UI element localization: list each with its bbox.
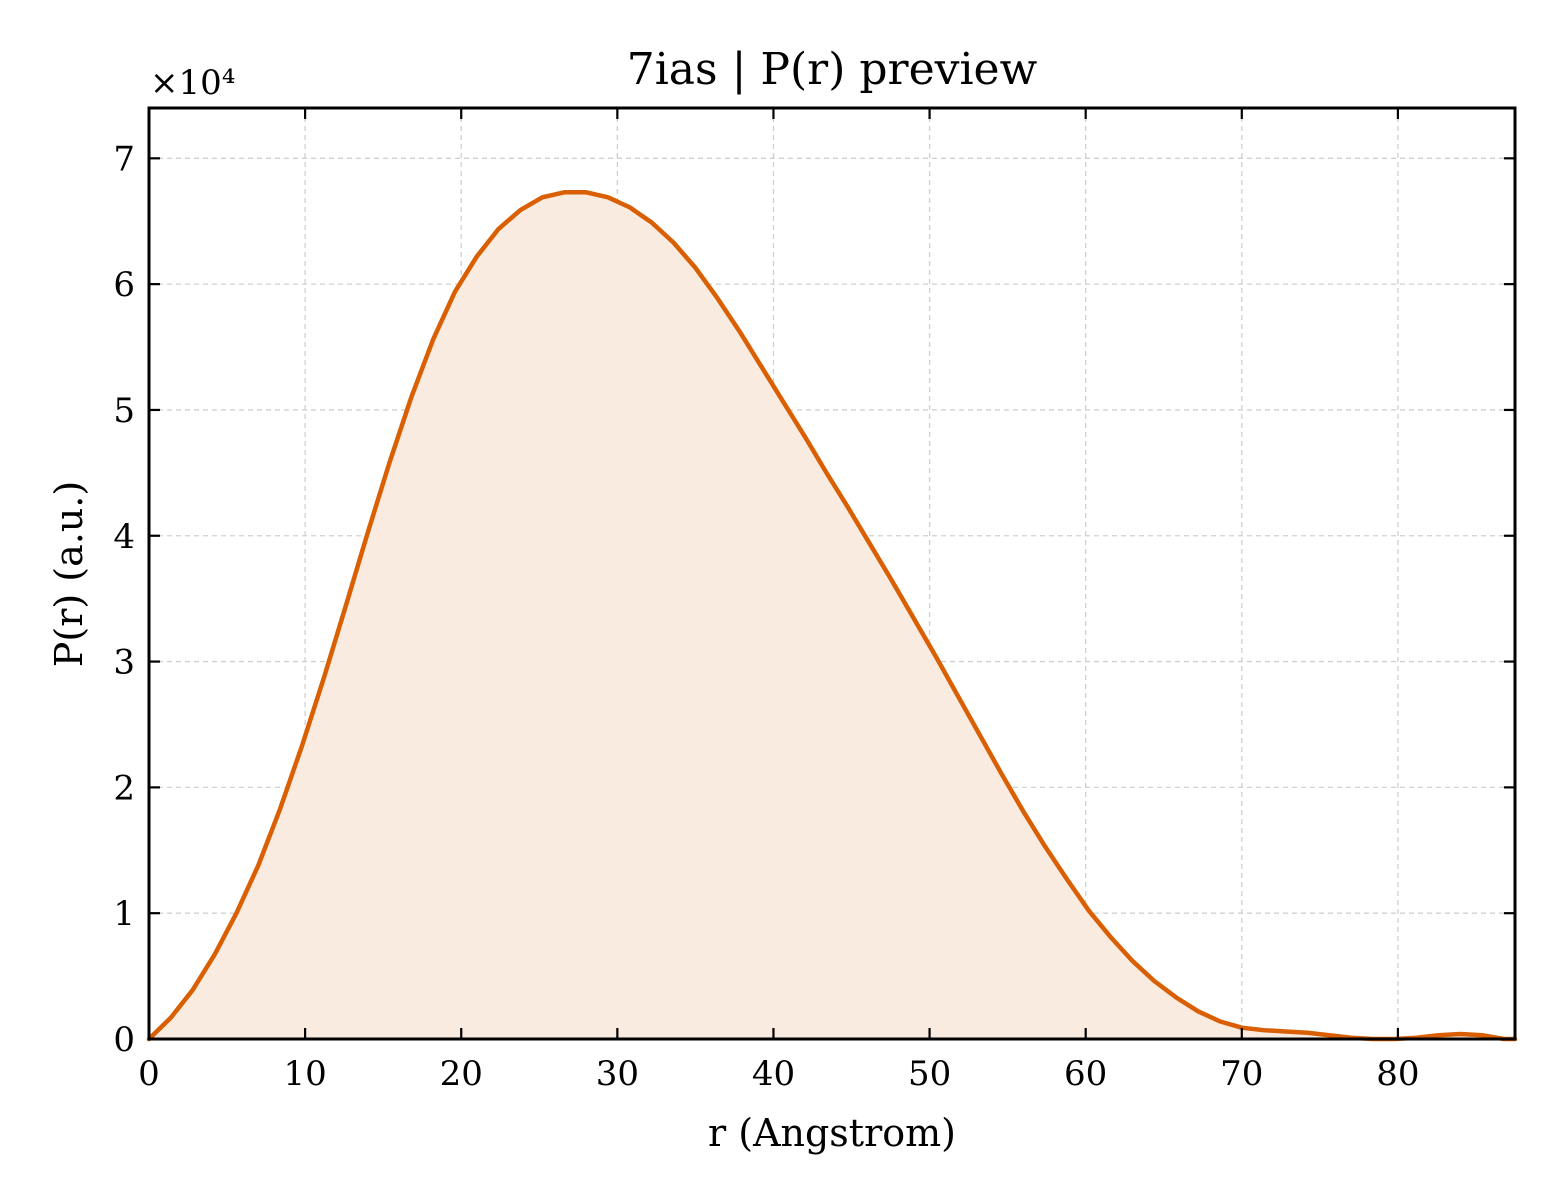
y-axis-label: P(r) (a.u.) bbox=[47, 481, 91, 667]
x-tick-label: 70 bbox=[1220, 1054, 1263, 1094]
y-tick-label: 3 bbox=[113, 643, 135, 683]
x-tick-label: 40 bbox=[752, 1054, 795, 1094]
plot-frame bbox=[147, 106, 1517, 1041]
area-fill bbox=[149, 192, 1515, 1040]
y-tick-label: 4 bbox=[113, 517, 135, 557]
series-line bbox=[146, 190, 1518, 1042]
y-tick-label: 2 bbox=[113, 768, 135, 808]
x-tick-label: 50 bbox=[908, 1054, 951, 1094]
x-axis-label: r (Angstrom) bbox=[708, 1111, 956, 1155]
y-tick-label: 5 bbox=[113, 391, 135, 431]
y-tick-label: 6 bbox=[113, 265, 135, 305]
x-tick-label: 30 bbox=[596, 1054, 639, 1094]
x-tick-label: 60 bbox=[1064, 1054, 1107, 1094]
chart-title: 7ias | P(r) preview bbox=[627, 44, 1038, 95]
x-tick-label: 80 bbox=[1376, 1054, 1419, 1094]
axis-ticks bbox=[147, 108, 1515, 1041]
y-tick-label: 0 bbox=[113, 1020, 135, 1060]
x-tick-label: 20 bbox=[440, 1054, 483, 1094]
y-scale-label: ×10⁴ bbox=[150, 63, 235, 103]
y-tick-label: 7 bbox=[113, 139, 135, 179]
x-tick-label: 10 bbox=[283, 1054, 326, 1094]
y-tick-label: 1 bbox=[113, 894, 135, 934]
x-tick-label: 0 bbox=[138, 1054, 160, 1094]
